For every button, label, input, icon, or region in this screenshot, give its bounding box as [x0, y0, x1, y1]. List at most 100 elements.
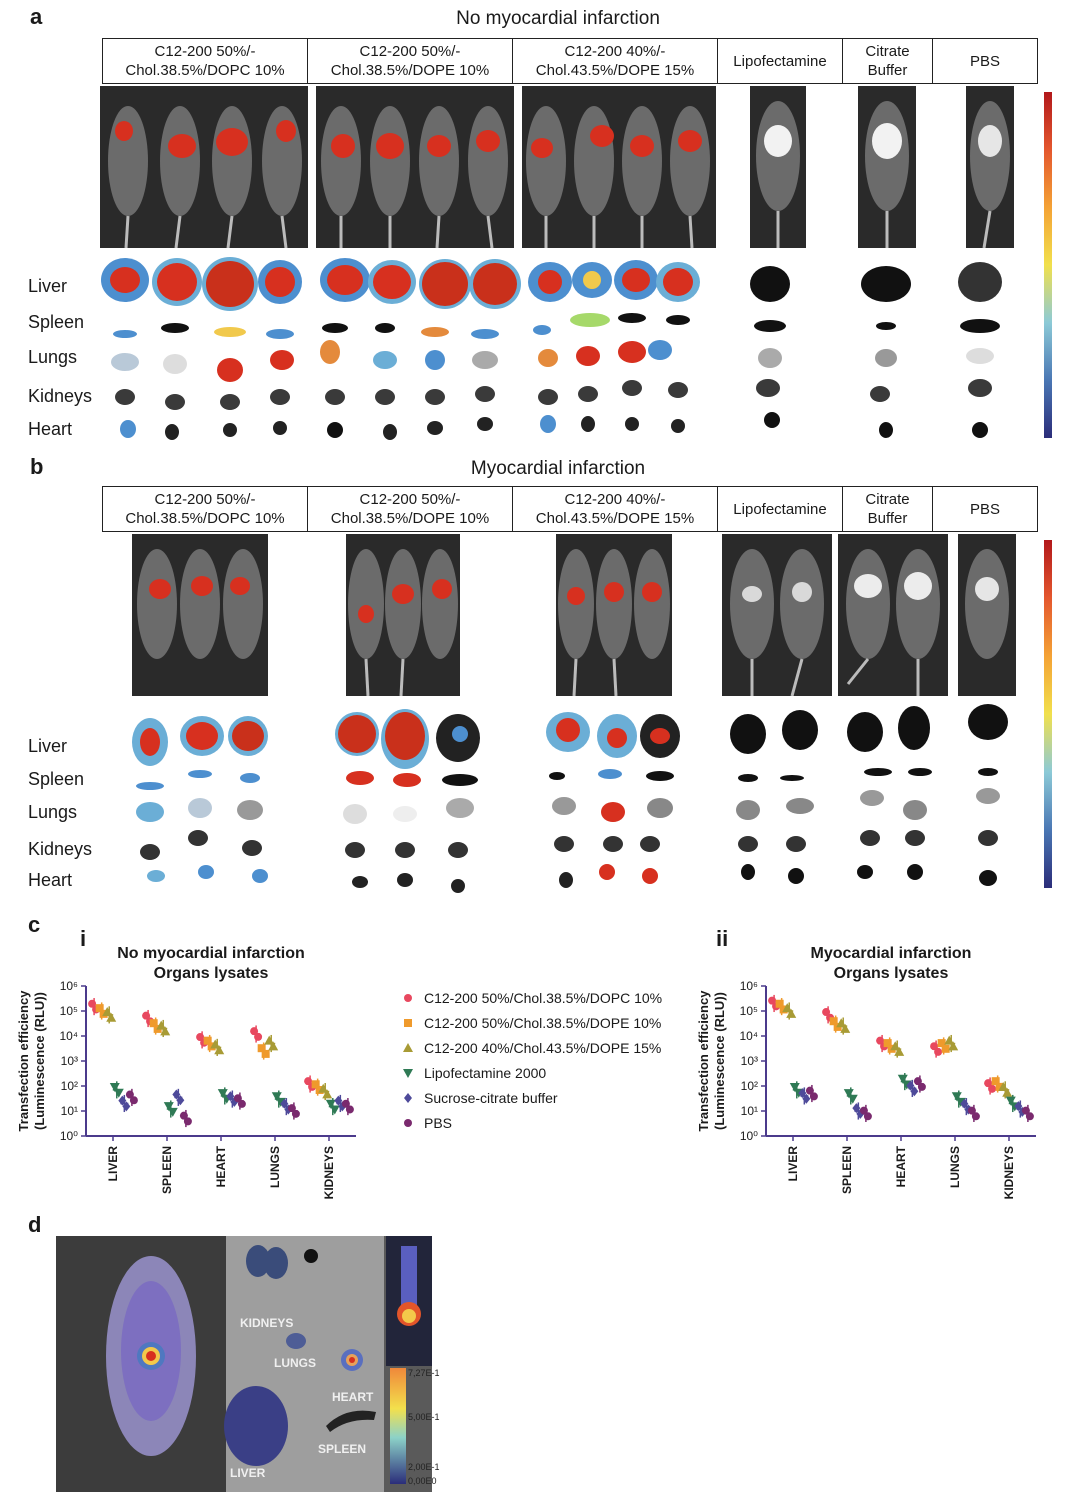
data-point [156, 1020, 167, 1030]
data-point-group [233, 1092, 246, 1110]
group-a-3: C12-200 40%/- Chol.43.5%/DOPE 15% [513, 39, 718, 83]
data-point [971, 1112, 980, 1121]
data-point [960, 1098, 969, 1109]
data-point [214, 1045, 225, 1055]
scale-tick-3: 2,00E-1 [408, 1462, 440, 1472]
data-point [944, 1035, 955, 1045]
data-point [782, 1003, 793, 1013]
data-point [937, 1039, 946, 1048]
data-point [237, 1099, 246, 1108]
legend-marker [404, 1019, 412, 1027]
organ-label-spleen-b: Spleen [28, 769, 85, 789]
y-tick-label: 10³ [61, 1054, 78, 1068]
legend-marker [404, 1119, 412, 1127]
x-tick-label: LIVER [786, 1146, 800, 1182]
data-point-group [890, 1040, 905, 1058]
legend-label-2: C12-200 50%/Chol.38.5%/DOPE 10% [424, 1015, 662, 1031]
data-point [809, 1092, 818, 1101]
mice-image-a-citrate [858, 86, 916, 248]
mice-image-b-citrate [838, 534, 948, 696]
group-a-6: PBS [969, 52, 1000, 70]
data-point [226, 1091, 235, 1102]
mice-image-a-group1 [100, 86, 308, 248]
legend-marker [404, 994, 412, 1002]
data-point-group [257, 1042, 270, 1060]
data-point [176, 1095, 185, 1106]
data-point [843, 1089, 854, 1099]
data-point-group [906, 1079, 919, 1097]
panel-b-title-wrap: Myocardial infarction [0, 458, 1080, 480]
label-heart: HEART [332, 1390, 374, 1404]
data-point [859, 1106, 868, 1115]
data-point-group [172, 1088, 185, 1106]
group-b-3: C12-200 40%/- Chol.43.5%/DOPE 15% [513, 487, 718, 531]
mice-image-a-lipofectamine [750, 86, 806, 248]
group-b-1: C12-200 50%/- Chol.38.5%/DOPC 10% [103, 487, 308, 531]
label-liver: LIVER [230, 1466, 266, 1480]
group-b-2: C12-200 50%/- Chol.38.5%/DOPE 10% [308, 487, 513, 531]
data-point-group [967, 1104, 980, 1122]
x-tick-label: LUNGS [268, 1146, 282, 1188]
group-b-5: Citrate Buffer [843, 487, 933, 531]
y-axis-label: Transfection efficiency [696, 990, 711, 1132]
organ-label-liver-a: Liver [28, 276, 68, 296]
data-point [311, 1080, 320, 1089]
y-tick-label: 10⁴ [739, 1029, 758, 1043]
data-point [847, 1094, 858, 1104]
data-point [318, 1083, 329, 1093]
organ-label-lungs-b: Lungs [28, 802, 78, 822]
panel-d-letter: d [28, 1212, 42, 1237]
y-axis-label: (Luminescence (RLU)) [712, 992, 727, 1130]
y-tick-label: 10² [741, 1079, 758, 1093]
data-point [798, 1088, 807, 1099]
y-tick-label: 10¹ [61, 1104, 78, 1118]
data-point-group [250, 1025, 263, 1043]
data-point [106, 1012, 117, 1022]
group-a-4: Lipofectamine [718, 39, 843, 83]
data-point [779, 1005, 788, 1014]
label-spleen: SPLEEN [318, 1442, 367, 1456]
y-tick-label: 10⁶ [60, 979, 78, 993]
data-point [910, 1086, 919, 1097]
x-tick-label: KIDNEYS [1002, 1146, 1016, 1199]
data-point [852, 1103, 861, 1114]
y-axis-label: (Luminescence (RLU)) [32, 992, 47, 1130]
organ-label-liver-b: Liver [28, 736, 68, 756]
data-point [179, 1111, 188, 1120]
data-point-group [109, 1081, 124, 1099]
panel-a-title: No myocardial infarction [456, 8, 660, 29]
y-tick-label: 10² [61, 1079, 78, 1093]
chart-title-line: Organs lysates [834, 965, 949, 982]
colorbar-a [1044, 92, 1052, 438]
data-point [1021, 1106, 1030, 1115]
data-point [122, 1101, 131, 1112]
data-point [1005, 1096, 1016, 1106]
data-point [951, 1092, 962, 1102]
data-point [768, 996, 777, 1005]
data-point [984, 1079, 993, 1088]
data-point-group [944, 1034, 959, 1053]
group-a-1: C12-200 50%/- Chol.38.5%/DOPC 10% [103, 39, 308, 83]
legend-label-6: PBS [424, 1115, 453, 1131]
y-tick-label: 10⁶ [740, 979, 758, 993]
data-point [183, 1117, 192, 1126]
data-point-group [102, 1006, 117, 1024]
data-point [998, 1082, 1009, 1092]
data-point [829, 1017, 838, 1026]
panel-b-group-header: C12-200 50%/- Chol.38.5%/DOPC 10% C12-20… [102, 486, 1038, 532]
data-point [995, 1082, 1004, 1091]
organs-image-b [132, 704, 1008, 893]
group-a-5: Citrate Buffer [843, 39, 933, 83]
data-point [160, 1026, 171, 1036]
data-point-group [318, 1082, 333, 1101]
data-point-group [859, 1104, 872, 1122]
y-tick-label: 10⁰ [60, 1129, 78, 1143]
data-point [1014, 1101, 1023, 1112]
data-point-group [287, 1102, 300, 1120]
chart-title-line: No myocardial infarction [117, 945, 305, 962]
data-point-group [125, 1088, 138, 1106]
data-point [280, 1098, 289, 1109]
data-point-group [998, 1081, 1013, 1099]
data-point [254, 1032, 263, 1041]
data-point [250, 1027, 259, 1036]
